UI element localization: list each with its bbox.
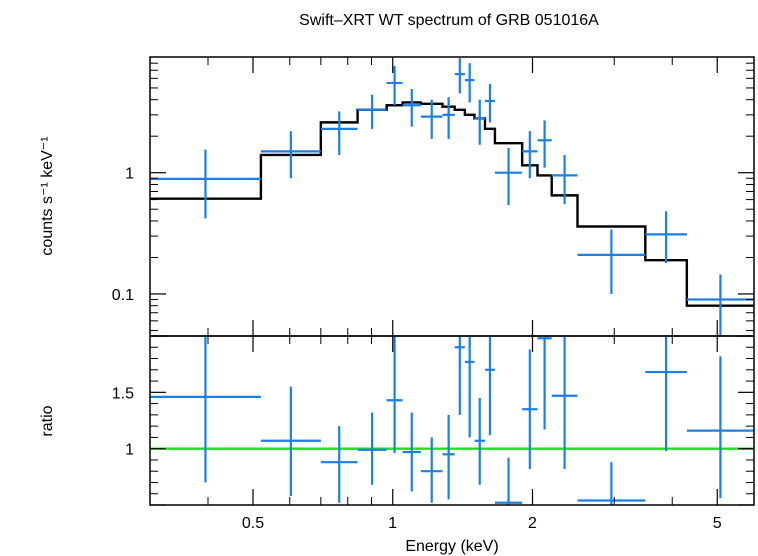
- spectrum-data-point: [551, 154, 578, 205]
- ratio-panel: 0.5 1 2 5 1 1.5 ratio: [39, 335, 755, 532]
- spectrum-data-point: [464, 63, 475, 103]
- x-tick-label: 0.5: [242, 515, 264, 532]
- x-tick-label: 1: [388, 515, 397, 532]
- ratio-data-point: [537, 336, 552, 430]
- ratio-data-point: [150, 336, 261, 483]
- ratio-y-label: ratio: [39, 405, 56, 436]
- ratio-data-point: [686, 356, 754, 499]
- ratio-data-point: [577, 462, 646, 505]
- spectrum-series: [150, 58, 754, 336]
- spectrum-data-point: [442, 97, 455, 139]
- spectrum-axis-ticks: 0.11: [112, 56, 755, 336]
- spectrum-data-point: [522, 131, 538, 179]
- ratio-data-point: [522, 349, 538, 469]
- ratio-data-point: [484, 336, 495, 436]
- ratio-series: [150, 336, 754, 505]
- spectrum-data-point: [402, 89, 421, 127]
- ratio-axis-ticks: 0.5 1 2 5 1 1.5: [112, 335, 755, 532]
- ratio-data-point: [551, 336, 578, 469]
- ratio-data-point: [320, 426, 358, 503]
- spectrum-data-point: [494, 147, 523, 206]
- spectrum-data-point: [686, 274, 754, 336]
- ratio-data-point: [464, 336, 475, 438]
- spectrum-frame: [149, 56, 755, 337]
- spectrum-data-point: [150, 149, 261, 219]
- ratio-data-point: [474, 397, 485, 485]
- spectrum-y-label: counts s⁻¹ keV⁻¹: [39, 136, 56, 255]
- spectrum-data-point: [577, 229, 646, 294]
- ratio-data-point: [402, 412, 421, 492]
- y-tick-label: 1: [125, 166, 134, 183]
- ratio-data-point: [386, 336, 403, 454]
- spectrum-data-point: [537, 120, 552, 168]
- x-axis-label: Energy (keV): [405, 538, 498, 555]
- y-tick-label: 1.5: [112, 385, 134, 402]
- spectrum-data-point: [320, 111, 358, 155]
- ratio-data-point: [420, 437, 443, 503]
- y-tick-label: 0.1: [112, 287, 134, 304]
- spectrum-data-point: [645, 211, 687, 264]
- spectrum-panel: 0.11 counts s⁻¹ keV⁻¹: [39, 56, 755, 337]
- ratio-data-point: [260, 386, 321, 496]
- ratio-data-point: [442, 414, 455, 500]
- y-tick-label: 1: [125, 442, 134, 459]
- ratio-data-point: [454, 336, 465, 415]
- ratio-data-point: [645, 336, 687, 451]
- ratio-frame: [149, 335, 755, 506]
- x-tick-label: 2: [528, 515, 537, 532]
- x-tick-label: 5: [713, 515, 722, 532]
- spectrum-data-point: [357, 94, 387, 129]
- model-step-line: [150, 101, 754, 307]
- spectrum-data-point: [484, 83, 495, 123]
- chart-title: Swift–XRT WT spectrum of GRB 051016A: [299, 12, 599, 29]
- ratio-data-point: [494, 457, 523, 505]
- spectrum-data-point: [420, 99, 443, 139]
- spectrum-data-point: [474, 99, 485, 145]
- spectrum-data-point: [454, 58, 465, 94]
- spectrum-data-point: [260, 131, 321, 179]
- ratio-data-point: [357, 412, 387, 485]
- spectrum-data-point: [386, 65, 403, 106]
